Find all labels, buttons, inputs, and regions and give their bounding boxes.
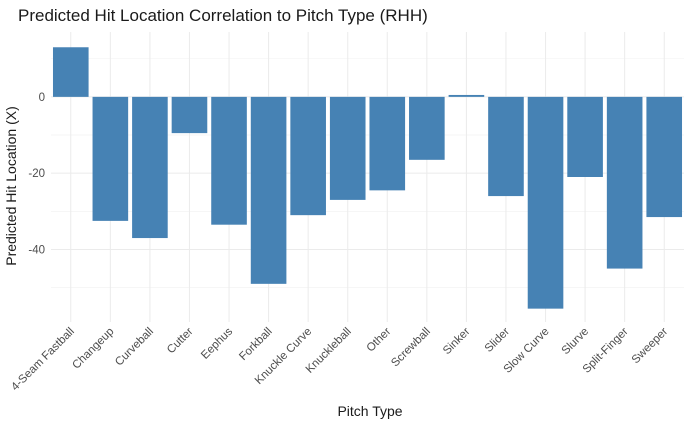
y-axis-title: Predicted Hit Location (X) — [3, 106, 19, 266]
bar — [646, 96, 683, 218]
bar — [448, 94, 485, 97]
bar — [52, 47, 89, 97]
bar — [132, 96, 168, 239]
bar — [527, 96, 564, 309]
bar — [92, 96, 129, 221]
bar — [171, 96, 208, 134]
bar — [606, 96, 643, 269]
bar — [329, 96, 366, 200]
bar — [567, 96, 603, 177]
bar — [369, 96, 406, 191]
x-axis-title: Pitch Type — [337, 403, 402, 419]
y-tick-label: 0 — [39, 92, 45, 104]
bars — [52, 47, 683, 309]
bar — [250, 96, 287, 284]
y-tick-label: -40 — [28, 245, 45, 257]
y-axis-ticks: 0 -20 -40 — [28, 92, 45, 257]
bar — [290, 96, 326, 216]
y-tick-label: -20 — [28, 168, 45, 180]
chart-title: Predicted Hit Location Correlation to Pi… — [18, 6, 428, 25]
bar — [409, 96, 445, 160]
bar — [211, 96, 247, 225]
bar — [488, 96, 524, 197]
